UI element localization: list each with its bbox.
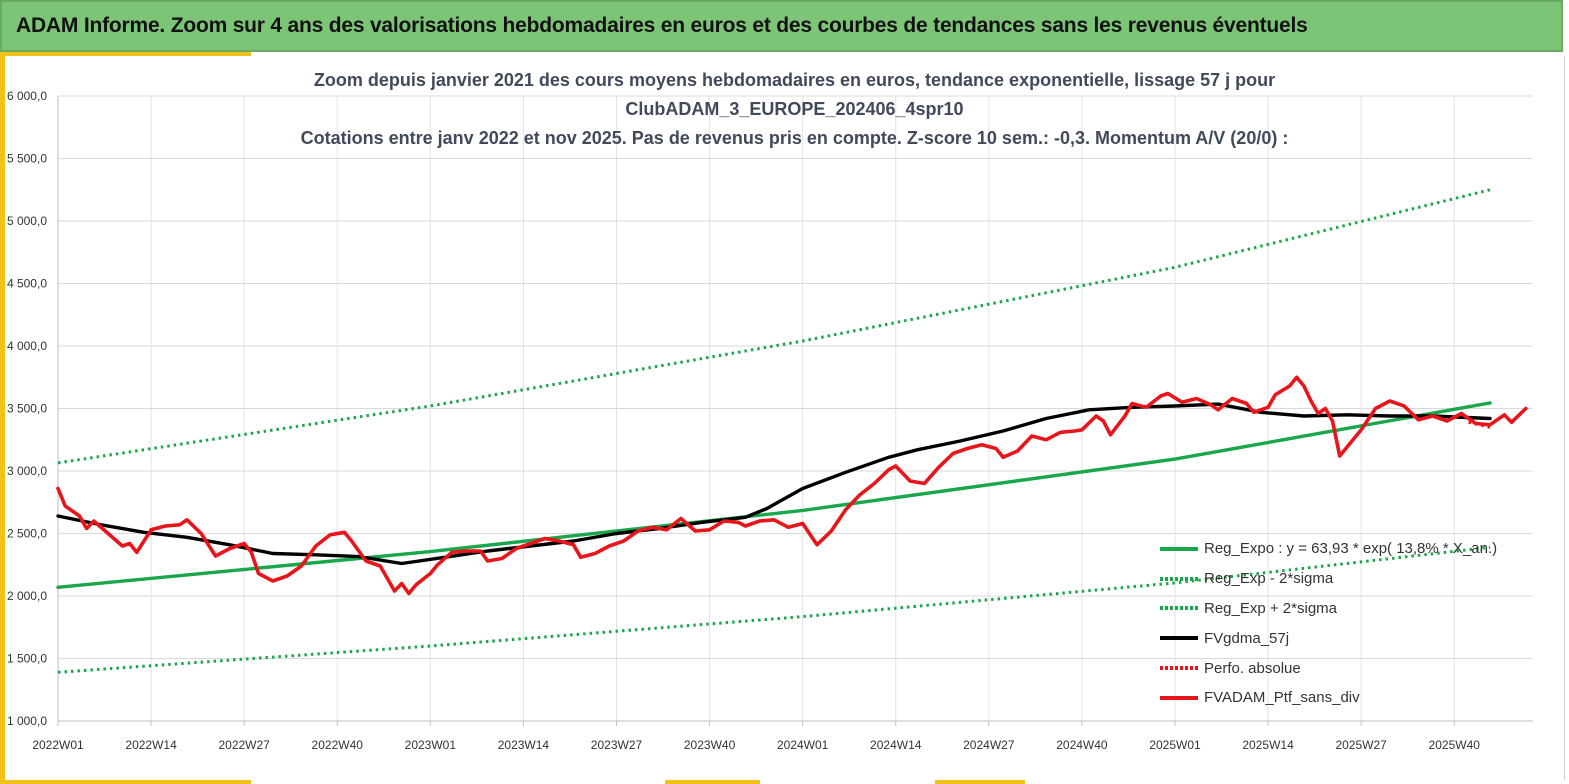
legend-label: Reg_Exp - 2*sigma xyxy=(1204,570,1334,588)
y-tick-label: 3 500,0 xyxy=(7,402,47,416)
legend-item-fvgdma: FVgdma_57j xyxy=(1160,623,1540,653)
y-tick-label: 4 500,0 xyxy=(7,277,47,291)
legend-label: FVADAM_Ptf_sans_div xyxy=(1204,689,1360,707)
y-tick-label: 6 000,0 xyxy=(7,89,47,103)
accent-bar-top xyxy=(5,52,251,56)
legend-item-reg-exp-plus: Reg_Exp + 2*sigma xyxy=(1160,594,1540,624)
legend-swatch xyxy=(1160,666,1198,671)
chart-title-line: Zoom depuis janvier 2021 des cours moyen… xyxy=(313,70,1276,90)
legend-item-perfo: Perfo. absolue xyxy=(1160,653,1540,683)
chart-legend: Reg_Expo : y = 63,93 * exp( 13,8% * X_an… xyxy=(1160,534,1540,713)
x-tick-label: 2022W27 xyxy=(218,738,270,752)
series-line-2 xyxy=(57,188,1491,465)
series-line-1 xyxy=(57,545,1491,674)
x-tick-label: 2022W01 xyxy=(32,738,84,752)
legend-label: FVgdma_57j xyxy=(1204,629,1290,647)
accent-bar-bottom xyxy=(665,780,760,784)
report-title: ADAM Informe. Zoom sur 4 ans des valoris… xyxy=(16,14,1308,37)
y-tick-label: 4 000,0 xyxy=(7,339,47,353)
legend-item-reg-expo: Reg_Expo : y = 63,93 * exp( 13,8% * X_an… xyxy=(1160,534,1540,564)
x-tick-label: 2025W14 xyxy=(1242,738,1294,752)
y-tick-label: 1 000,0 xyxy=(7,714,47,728)
y-tick-label: 3 000,0 xyxy=(7,464,47,478)
legend-swatch xyxy=(1160,695,1198,700)
series-line-3 xyxy=(56,402,1492,566)
x-tick-label: 2024W01 xyxy=(777,738,829,752)
series-line-5 xyxy=(56,375,1528,596)
y-tick-label: 2 500,0 xyxy=(7,527,47,541)
legend-label: Reg_Expo : y = 63,93 * exp( 13,8% * X_an… xyxy=(1204,540,1498,558)
legend-item-ptf: FVADAM_Ptf_sans_div xyxy=(1160,683,1540,713)
x-tick-label: 2025W27 xyxy=(1335,738,1387,752)
y-tick-label: 5 000,0 xyxy=(7,214,47,228)
y-tick-label: 2 000,0 xyxy=(7,589,47,603)
x-tick-label: 2022W14 xyxy=(125,738,177,752)
chart-title-line: ClubADAM_3_EUROPE_202406_4spr10 xyxy=(625,99,964,119)
chart-area xyxy=(5,56,1565,780)
chart-title: Zoom depuis janvier 2021 des cours moyen… xyxy=(0,66,1569,153)
accent-bar-bottom xyxy=(5,780,251,784)
header-banner: ADAM Informe. Zoom sur 4 ans des valoris… xyxy=(0,0,1563,52)
x-tick-label: 2024W40 xyxy=(1056,738,1108,752)
x-tick-label: 2022W40 xyxy=(312,738,364,752)
y-tick-label: 5 500,0 xyxy=(7,152,47,166)
x-tick-label: 2023W40 xyxy=(684,738,736,752)
legend-item-reg-exp-minus: Reg_Exp - 2*sigma xyxy=(1160,564,1540,594)
legend-label: Perfo. absolue xyxy=(1204,659,1301,677)
y-tick-label: 1 500,0 xyxy=(7,652,47,666)
legend-swatch xyxy=(1160,576,1198,581)
legend-swatch xyxy=(1160,546,1198,551)
x-tick-label: 2025W01 xyxy=(1149,738,1201,752)
x-tick-label: 2023W01 xyxy=(405,738,457,752)
accent-bar-bottom xyxy=(935,780,1025,784)
x-tick-label: 2025W40 xyxy=(1429,738,1481,752)
x-tick-label: 2024W14 xyxy=(870,738,922,752)
legend-label: Reg_Exp + 2*sigma xyxy=(1204,599,1337,617)
legend-swatch xyxy=(1160,606,1198,611)
x-tick-label: 2024W27 xyxy=(963,738,1015,752)
legend-swatch xyxy=(1160,636,1198,641)
x-tick-label: 2023W14 xyxy=(498,738,550,752)
chart-title-line: Cotations entre janv 2022 et nov 2025. P… xyxy=(300,128,1289,148)
accent-bar-left xyxy=(0,52,5,784)
series-line-0 xyxy=(56,401,1492,589)
x-tick-label: 2023W27 xyxy=(591,738,643,752)
